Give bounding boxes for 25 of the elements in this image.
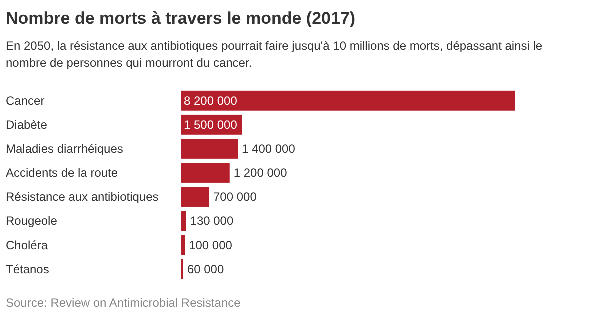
data-label: 700 000 <box>214 190 258 204</box>
y-tick-label: Choléra <box>6 238 48 252</box>
chart-title: Nombre de morts à travers le monde (2017) <box>6 9 356 28</box>
y-tick-label: Rougeole <box>6 214 58 228</box>
data-label: 100 000 <box>189 238 233 252</box>
bar <box>181 211 186 232</box>
bar <box>181 163 230 183</box>
y-tick-label: Accidents de la route <box>6 166 118 180</box>
bar <box>181 138 238 159</box>
data-label: 130 000 <box>190 214 234 228</box>
data-label: 1 500 000 <box>184 118 238 132</box>
data-label: 8 200 000 <box>184 94 238 108</box>
data-label: 1 200 000 <box>234 166 288 180</box>
data-label: 60 000 <box>187 262 224 276</box>
chart-subtitle: En 2050, la résistance aux antibiotiques pourrait faire jusqu'à 10 millions de morts, dépassant ainsi le nombre de personnes qui mourront du cancer. <box>6 39 543 70</box>
source-note: Source: Review on Antimicrobial Resistance <box>6 296 242 310</box>
y-tick-label: Maladies diarrhéiques <box>6 142 124 156</box>
data-label: 1 400 000 <box>242 142 296 156</box>
bar <box>181 187 210 207</box>
y-tick-label: Tétanos <box>6 262 50 276</box>
y-tick-label: Résistance aux antibiotiques <box>6 190 159 204</box>
bar <box>181 90 515 111</box>
bar <box>181 235 186 256</box>
y-tick-label: Diabète <box>6 118 48 132</box>
y-tick-label: Cancer <box>6 94 45 108</box>
